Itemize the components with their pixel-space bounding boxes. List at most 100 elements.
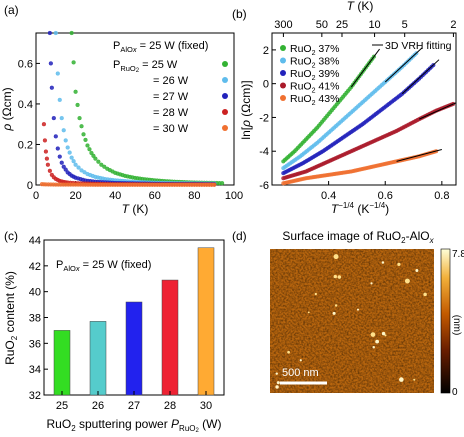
a-legend-swatch: [222, 61, 228, 67]
a-point: [55, 71, 60, 76]
a-point: [57, 97, 62, 102]
a-point: [87, 147, 92, 152]
a-point: [79, 168, 84, 173]
a-point: [67, 150, 72, 155]
panel-a-xlabel: T (K): [122, 202, 149, 216]
c-xtick-label: 30: [200, 400, 212, 412]
panel-a: (a) 0 20 40 60 80 100 0 0.2 0.4 0.6 PAlOx = 25 W …: [0, 3, 243, 216]
a-point: [71, 60, 76, 65]
b-legend-swatch: [280, 95, 286, 101]
a-point: [69, 30, 74, 36]
b-legend-label: RuO2 41%: [290, 81, 339, 95]
a-legend-label: = 26 W: [153, 75, 189, 87]
b-legend-swatch: [280, 57, 286, 64]
afm-grain: [397, 262, 401, 266]
a-point: [59, 160, 64, 165]
a-legend-swatch: [222, 77, 228, 83]
a-point: [93, 156, 98, 161]
b-top-tick-label: 2: [450, 19, 456, 31]
a-point: [212, 182, 217, 187]
c-bar: [161, 279, 179, 396]
c-ytick-label: 40: [29, 287, 41, 299]
a-point: [83, 137, 88, 143]
afm-grain: [381, 331, 386, 336]
a-xtick-label: 40: [109, 190, 121, 202]
scale-bar-label: 500 nm: [282, 367, 319, 379]
panel-b: (b) T (K) 0.4 0.6 0.8 -6 -4 -2 0 2 300 50 25 10 5 2 R…: [232, 0, 457, 216]
a-xtick-label: 80: [188, 190, 200, 202]
c-ytick-label: 34: [29, 364, 41, 376]
c-ytick-label: 36: [29, 338, 41, 350]
panel-a-ylabel: ρ (Ωcm): [0, 87, 14, 131]
b-fit-line: [350, 48, 380, 88]
a-point: [69, 155, 74, 160]
afm-grain: [337, 275, 342, 279]
a-point: [81, 132, 86, 137]
a-point: [82, 170, 87, 175]
afm-grain: [415, 268, 419, 272]
panel-a-legend-header: PAlOx = 25 W (fixed): [113, 40, 208, 54]
panel-a-tag: (a): [4, 3, 19, 17]
panel-a-frame: [35, 32, 235, 186]
b-fit-legend-label: 3D VRH fitting: [385, 40, 452, 52]
afm-grain: [356, 308, 360, 311]
a-point: [61, 128, 66, 133]
a-legend-label: = 27 W: [153, 91, 189, 103]
panel-d: (d) Surface image of RuO2-AlOx 500 nm 7.…: [232, 229, 464, 398]
colorbar-bottom-tick: 0: [452, 387, 458, 398]
afm-grain: [314, 292, 317, 296]
afm-grain: [276, 381, 280, 385]
b-ytick-label: 0: [263, 79, 269, 91]
b-xtick-label: 0.4: [321, 190, 336, 202]
afm-grain: [423, 292, 427, 297]
a-point: [41, 122, 47, 127]
a-point: [47, 30, 52, 36]
b-top-tick-label: 300: [274, 19, 292, 31]
afm-grain: [333, 274, 337, 279]
a-point: [102, 164, 107, 169]
a-point: [51, 116, 56, 121]
b-legend-label: RuO2 43%: [290, 93, 339, 107]
a-xtick-label: 60: [149, 190, 161, 202]
afm-grain: [332, 311, 336, 315]
panel-d-tag: (d): [232, 229, 247, 243]
b-fit-line: [384, 47, 423, 83]
afm-grain: [333, 254, 339, 260]
c-ytick-label: 38: [29, 313, 41, 325]
a-legend-label: = 28 W: [153, 107, 189, 119]
a-legend-label: = 30 W: [153, 123, 189, 135]
afm-grain: [370, 282, 373, 285]
panel-b-tag: (b): [232, 7, 247, 21]
afm-grain: [299, 359, 302, 362]
a-point: [53, 134, 58, 139]
a-point: [63, 138, 68, 143]
a-point: [57, 154, 62, 159]
b-legend-label: RuO2 37%: [290, 43, 339, 57]
c-ytick-label: 32: [29, 390, 41, 402]
b-legend-label: RuO2 38%: [290, 56, 339, 70]
a-point: [71, 159, 76, 164]
a-point: [61, 164, 66, 169]
a-point: [79, 124, 84, 129]
afm-grain: [287, 350, 290, 354]
c-bar: [125, 301, 143, 396]
afm-grain: [372, 345, 375, 349]
a-point: [45, 162, 50, 167]
b-legend-swatch: [280, 70, 286, 76]
b-legend-swatch: [280, 45, 286, 51]
b-top-tick-label: 10: [368, 19, 380, 31]
a-point: [47, 168, 52, 173]
afm-image: [270, 249, 434, 393]
a-ytick-label: 0: [27, 180, 33, 192]
c-xtick-label: 25: [56, 400, 68, 412]
panel-b-top-label: T (K): [347, 0, 374, 13]
b-legend-label: RuO2 39%: [290, 68, 339, 82]
a-point: [48, 61, 53, 66]
b-fit-line: [418, 102, 457, 120]
a-point: [53, 30, 58, 36]
a-point: [49, 85, 54, 90]
a-ytick-label: 0.6: [18, 58, 33, 70]
a-point: [85, 143, 90, 148]
afm-grain: [399, 377, 404, 382]
